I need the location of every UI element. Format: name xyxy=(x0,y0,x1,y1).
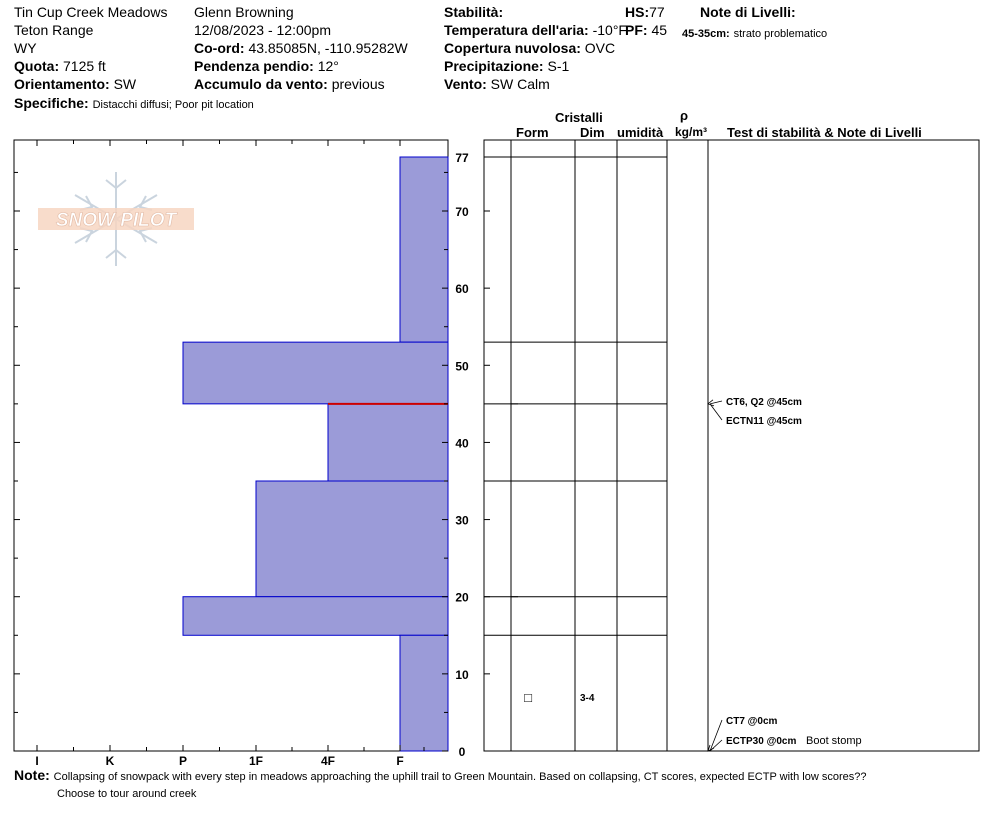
test-arrow-2 xyxy=(709,719,723,752)
hs-label: HS: xyxy=(625,4,650,20)
hardness-label-P: P xyxy=(179,754,187,768)
air-temp-label: Temperatura dell'aria: xyxy=(444,22,589,38)
depth-label-50: 50 xyxy=(455,359,469,373)
slope-label: Pendenza pendio: xyxy=(194,58,314,74)
slope-value: 12° xyxy=(317,58,339,74)
hardness-bar-3 xyxy=(255,480,449,598)
rho-header: ρ xyxy=(680,108,689,123)
pf-label: PF: xyxy=(625,22,648,38)
slope-angle: Pendenza pendio: 12° xyxy=(194,58,339,74)
aspect-value: SW xyxy=(113,76,137,92)
test-label-3: ECTP30 @0cm xyxy=(726,736,796,747)
hardness-bar-5 xyxy=(399,634,449,752)
depth-label-40: 40 xyxy=(455,436,469,450)
crystals-header: Cristalli xyxy=(555,110,603,125)
depth-label-70: 70 xyxy=(455,205,469,219)
hs-value: 77 xyxy=(649,4,665,20)
notes-line-2: Choose to tour around creek xyxy=(57,788,197,800)
hardness-bar-1 xyxy=(182,341,449,405)
crystal-form-symbol: □ xyxy=(524,690,532,705)
air-temperature: Temperatura dell'aria: -10°F xyxy=(444,22,627,38)
precipitation: Precipitazione: S-1 xyxy=(444,58,569,74)
test-label-0: CT6, Q2 @45cm xyxy=(726,397,802,408)
test-note-3: Boot stomp xyxy=(806,735,862,747)
hardness-axis: I K P 1F 4F F xyxy=(35,140,425,768)
layer-note: 45-35cm: strato problematico xyxy=(682,24,827,41)
notes: Note: Collapsing of snowpack with every … xyxy=(14,767,866,784)
dim-header: Dim xyxy=(580,125,605,140)
density-unit-header: kg/m³ xyxy=(675,125,708,139)
hardness-label-4F: 4F xyxy=(321,754,335,768)
table-frame xyxy=(483,139,980,752)
elevation: Quota: 7125 ft xyxy=(14,58,106,74)
arrowhead-0 xyxy=(707,744,715,752)
cloud-value: OVC xyxy=(584,40,616,56)
observation-datetime: 12/08/2023 - 12:00pm xyxy=(194,22,331,38)
tests-header: Test di stabilità & Note di Livelli xyxy=(727,125,922,140)
precip-value: S-1 xyxy=(547,58,570,74)
snowpilot-logo: SNOW PILOT xyxy=(38,172,194,266)
wind-loading-label: Accumulo da vento: xyxy=(194,76,328,92)
hardness-label-I: I xyxy=(35,754,38,768)
stratigraphy-table: □ 3-4 xyxy=(483,139,980,752)
wind: Vento: SW Calm xyxy=(444,76,550,92)
logo-text: SNOW PILOT xyxy=(56,210,178,231)
specifics-value: Distacchi diffusi; Poor pit location xyxy=(92,99,254,111)
notes-line-1: Collapsing of snowpack with every step i… xyxy=(53,771,867,783)
depth-label-10: 10 xyxy=(455,668,469,682)
coordinates: Co-ord: 43.85085N, -110.95282W xyxy=(194,40,408,56)
hardness-bar-0 xyxy=(399,156,449,343)
test-arrow-1 xyxy=(709,403,723,421)
depth-label-77: 77 xyxy=(455,151,469,165)
location-name: Tin Cup Creek Meadows xyxy=(14,4,168,20)
coord-label: Co-ord: xyxy=(194,40,245,56)
stability-tests: CT6, Q2 @45cm ECTN11 @45cm CT7 @0cm ECTP30 … xyxy=(707,397,862,752)
form-header: Form xyxy=(516,125,549,140)
snow-height: HS:77 xyxy=(625,4,665,20)
wind-loading: Accumulo da vento: previous xyxy=(194,76,385,92)
pf-value: 45 xyxy=(651,22,668,38)
depth-label-0: 0 xyxy=(459,745,466,759)
observer-name: Glenn Browning xyxy=(194,4,294,20)
aspect-label: Orientamento: xyxy=(14,76,110,92)
pit-depth: PF: 45 xyxy=(625,22,667,38)
air-temp-value: -10°F xyxy=(592,22,627,38)
depth-axis: 0 10 20 30 40 50 60 70 77 xyxy=(14,151,490,759)
wind-loading-value: previous xyxy=(331,76,385,92)
test-label-1: ECTN11 @45cm xyxy=(726,416,802,427)
cloud-cover: Copertura nuvolosa: OVC xyxy=(444,40,615,56)
hardness-label-K: K xyxy=(106,754,115,768)
depth-label-30: 30 xyxy=(455,514,469,528)
notes-label: Note: xyxy=(14,767,50,783)
cloud-label: Copertura nuvolosa: xyxy=(444,40,581,56)
coord-value: 43.85085N, -110.95282W xyxy=(248,40,408,56)
hardness-bar-4 xyxy=(182,596,449,636)
hardness-label-F: F xyxy=(396,754,403,768)
hardness-label-1F: 1F xyxy=(249,754,263,768)
humidity-header: umidità xyxy=(617,125,664,140)
specifics: Specifiche: Distacchi diffusi; Poor pit … xyxy=(14,95,254,112)
layer-notes-label: Note di Livelli: xyxy=(700,4,796,20)
aspect: Orientamento: SW xyxy=(14,76,136,92)
layer-note-depth: 45-35cm: xyxy=(682,28,730,40)
elevation-label: Quota: xyxy=(14,58,60,74)
elevation-value: 7125 ft xyxy=(63,58,106,74)
mountain-range: Teton Range xyxy=(14,22,94,38)
precip-label: Precipitazione: xyxy=(444,58,544,74)
test-label-2: CT7 @0cm xyxy=(726,716,778,727)
wind-label: Vento: xyxy=(444,76,487,92)
layer-note-text: strato problematico xyxy=(733,28,828,40)
stability-label: Stabilità: xyxy=(444,4,504,20)
specifics-label: Specifiche: xyxy=(14,95,89,111)
depth-label-20: 20 xyxy=(455,591,469,605)
crystal-size: 3-4 xyxy=(580,693,595,704)
state: WY xyxy=(14,40,37,56)
wind-value: SW Calm xyxy=(490,76,550,92)
test-arrow-0 xyxy=(709,400,723,405)
hardness-bar-2 xyxy=(327,403,449,482)
arrowhead-45 xyxy=(707,399,715,407)
hardness-plot xyxy=(13,139,449,752)
depth-label-60: 60 xyxy=(455,282,469,296)
